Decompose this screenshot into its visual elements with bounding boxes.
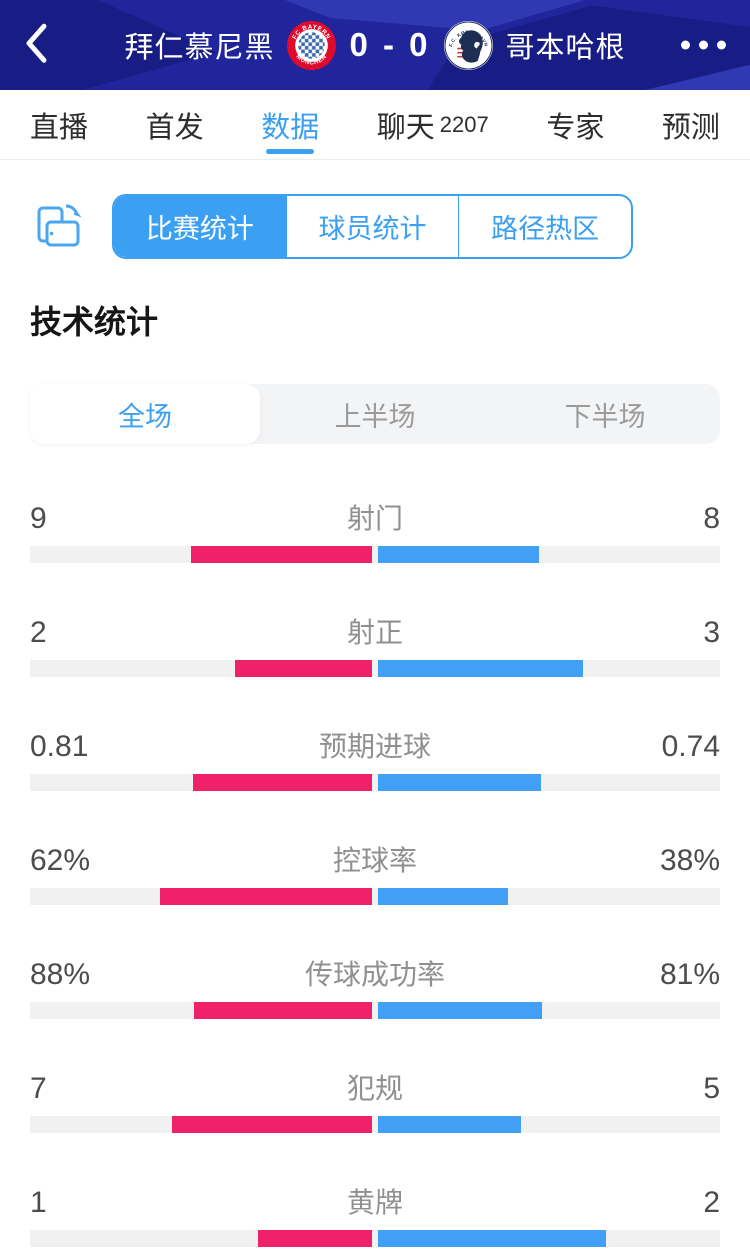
nav-tab-2[interactable]: 数据	[261, 90, 319, 159]
nav-tab-4[interactable]: 专家	[546, 90, 604, 159]
away-bar	[378, 1230, 606, 1247]
nav-tab-0[interactable]: 直播	[30, 90, 88, 159]
more-button[interactable]	[681, 40, 726, 50]
stat-tab-label: 球员统计	[318, 214, 427, 244]
nav-tab-label: 预测	[661, 111, 720, 144]
stat-away-value: 0.74	[661, 730, 720, 763]
stat-home-value: 1	[30, 1186, 47, 1219]
stat-away-value: 2	[703, 1186, 720, 1219]
ellipsis-icon	[717, 40, 726, 50]
stat-home-value: 88%	[30, 958, 91, 991]
stat-bar-track	[30, 888, 720, 905]
home-team-name: 拜仁慕尼黑	[124, 32, 275, 64]
period-tab-label: 上半场	[334, 401, 416, 432]
stat-row-4: 88% 传球成功率 81%	[30, 953, 720, 1019]
away-bar	[378, 774, 541, 791]
home-bar	[258, 1230, 372, 1247]
away-bar	[378, 660, 583, 677]
stat-bar-track	[30, 1116, 720, 1133]
ellipsis-icon	[699, 40, 708, 50]
nav-tab-badge: 2207	[439, 111, 489, 137]
stat-bar-track	[30, 1002, 720, 1019]
stat-row-0: 9 射门 8	[30, 497, 720, 563]
stat-home-value: 62%	[30, 844, 91, 877]
stat-away-value: 8	[703, 502, 720, 535]
nav-tab-label: 直播	[30, 111, 89, 144]
stat-label: 控球率	[332, 845, 417, 876]
stat-label: 传球成功率	[304, 959, 445, 990]
stat-away-value: 3	[703, 616, 720, 649]
stat-tab-2[interactable]: 路径热区	[458, 196, 631, 257]
nav-tab-label: 首发	[145, 111, 204, 144]
stat-bar-track	[30, 660, 720, 677]
stat-label: 犯规	[346, 1073, 403, 1104]
score: 0 - 0	[349, 26, 431, 63]
home-bar	[235, 660, 372, 677]
stat-tab-label: 比赛统计	[145, 214, 254, 244]
stat-home-value: 0.81	[30, 730, 89, 763]
chevron-left-icon	[26, 23, 47, 63]
rotate-screen-icon[interactable]	[30, 199, 86, 255]
away-bar	[378, 1116, 521, 1133]
stat-row-3: 62% 控球率 38%	[30, 839, 720, 905]
stat-label: 射门	[346, 503, 403, 534]
away-bar	[378, 888, 508, 905]
stat-tab-label: 路径热区	[491, 214, 600, 244]
copenhagen-logo-icon: F.C. KØBENHAVN	[443, 20, 493, 70]
stat-tab-0[interactable]: 比赛统计	[114, 196, 286, 257]
stat-label: 黄牌	[346, 1187, 403, 1218]
stat-away-value: 5	[703, 1072, 720, 1105]
stat-label: 预期进球	[318, 731, 431, 762]
stat-row-2: 0.81 预期进球 0.74	[30, 725, 720, 791]
stat-tab-1[interactable]: 球员统计	[285, 196, 459, 257]
nav-tab-label: 数据	[261, 111, 320, 144]
match-title: 拜仁慕尼黑 FC BAYERN MÜNCHEN 0 - 0	[0, 0, 750, 90]
nav-tab-label: 聊天	[376, 111, 435, 144]
home-bar	[191, 546, 372, 563]
home-bar	[193, 774, 372, 791]
period-tab-label: 全场	[118, 401, 172, 432]
nav-tab-1[interactable]: 首发	[146, 90, 204, 159]
stat-type-row: 比赛统计 球员统计 路径热区	[30, 194, 720, 259]
section-title: 技术统计	[30, 304, 159, 340]
stat-row-1: 2 射正 3	[30, 611, 720, 677]
period-tabs: 全场 上半场 下半场	[30, 384, 720, 444]
nav-tab-label: 专家	[546, 111, 605, 144]
stat-row-6: 1 黄牌 2	[30, 1181, 720, 1247]
nav-tabs: 直播 首发 数据 聊天 2207 专家 预测	[0, 90, 750, 160]
stat-bar-track	[30, 1230, 720, 1247]
stat-home-value: 2	[30, 616, 47, 649]
period-tab-label: 下半场	[564, 401, 646, 432]
ellipsis-icon	[681, 40, 690, 50]
nav-tab-3[interactable]: 聊天 2207	[377, 90, 489, 159]
stat-bar-track	[30, 546, 720, 563]
stat-row-5: 7 犯规 5	[30, 1067, 720, 1133]
period-tab-0[interactable]: 全场	[30, 384, 260, 444]
stat-away-value: 81%	[659, 958, 720, 991]
period-tab-2[interactable]: 下半场	[490, 384, 720, 444]
nav-tab-5[interactable]: 预测	[662, 90, 720, 159]
home-bar	[194, 1002, 372, 1019]
stat-bar-track	[30, 774, 720, 791]
home-bar	[160, 888, 372, 905]
bayern-logo-icon: FC BAYERN MÜNCHEN	[287, 20, 337, 70]
stat-label: 射正	[346, 617, 403, 648]
match-stats-list: 9 射门 8 2 射正 3 0.81 预期进球 0.74 62% 控球率 38% 88% 传球成功率 81%…	[30, 497, 720, 1256]
home-bar	[172, 1116, 372, 1133]
away-bar	[378, 546, 539, 563]
away-team-name: 哥本哈根	[505, 32, 626, 64]
stat-home-value: 9	[30, 502, 47, 535]
away-bar	[378, 1002, 542, 1019]
stat-away-value: 38%	[659, 844, 720, 877]
match-header: 拜仁慕尼黑 FC BAYERN MÜNCHEN 0 - 0	[0, 0, 750, 90]
period-tab-1[interactable]: 上半场	[260, 384, 490, 444]
stat-type-tabs: 比赛统计 球员统计 路径热区	[112, 194, 633, 259]
stat-home-value: 7	[30, 1072, 47, 1105]
back-button[interactable]	[22, 21, 62, 65]
